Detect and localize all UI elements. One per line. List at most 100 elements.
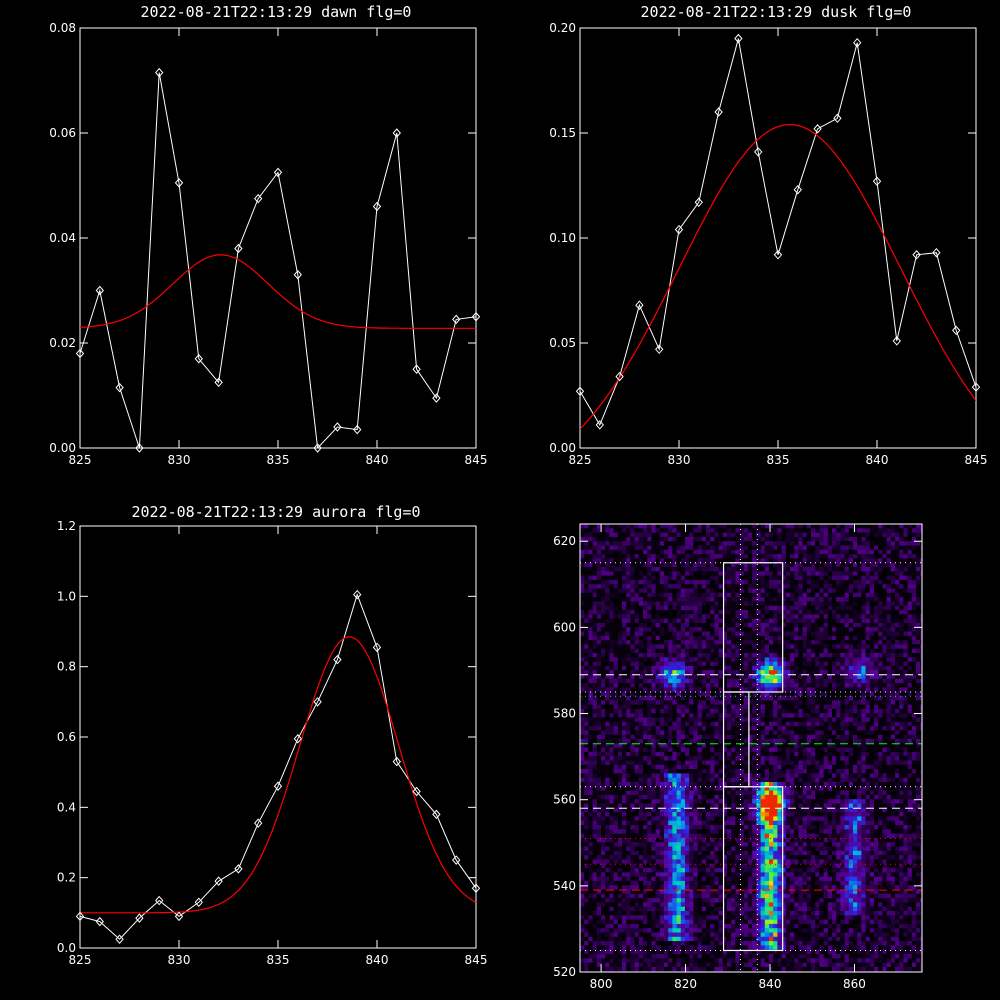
heatmap-cell (714, 562, 719, 568)
heatmap-cell (676, 923, 682, 929)
heatmap-cell (626, 954, 631, 959)
heatmap-cell (752, 941, 757, 946)
heatmap-cell (647, 915, 652, 920)
heatmap-cell (748, 786, 753, 791)
heatmap-cell (718, 760, 724, 766)
heatmap-cell (689, 932, 694, 938)
heatmap-cell (722, 597, 728, 602)
heatmap-cell (760, 588, 766, 594)
heatmap-cell (735, 592, 740, 598)
heatmap-cell (706, 579, 711, 585)
heatmap-cell (689, 571, 694, 576)
heatmap-cell (668, 842, 673, 847)
heatmap-cell (580, 936, 585, 942)
heatmap-cell (676, 876, 682, 882)
heatmap-cell (693, 541, 698, 546)
heatmap-cell (722, 807, 728, 813)
heatmap-cell (655, 941, 661, 946)
heatmap-cell (743, 605, 749, 611)
heatmap-cell (668, 700, 673, 705)
heatmap-cell (718, 962, 724, 968)
heatmap-cell (592, 683, 598, 688)
heatmap-cell (596, 958, 602, 963)
heatmap-cell (743, 885, 749, 890)
heatmap-cell (613, 678, 619, 684)
heatmap-cell (693, 575, 698, 581)
heatmap-cell (592, 855, 598, 860)
heatmap-cell (748, 696, 753, 701)
heatmap-cell (739, 794, 745, 800)
heatmap-cell (769, 820, 774, 826)
heatmap-cell (638, 846, 644, 852)
heatmap-cell (731, 859, 736, 864)
heatmap-cell (680, 554, 686, 559)
heatmap-cell (739, 880, 745, 886)
heatmap-cell (748, 764, 753, 770)
heatmap-cell (735, 567, 740, 572)
heatmap-cell (714, 855, 719, 860)
heatmap-cell (630, 545, 635, 551)
heatmap-cell (668, 902, 673, 907)
heatmap-cell (689, 923, 694, 929)
heatmap-cell (722, 764, 728, 770)
heatmap-cell (588, 799, 593, 804)
heatmap-cell (668, 726, 673, 731)
heatmap-cell (617, 932, 623, 938)
heatmap-cell (752, 614, 757, 619)
heatmap-cell (676, 893, 682, 899)
heatmap-cell (676, 837, 682, 843)
heatmap-cell (769, 644, 774, 649)
heatmap-cell (735, 734, 740, 740)
heatmap-cell (769, 661, 774, 667)
heatmap-cell (638, 721, 644, 727)
heatmap-cell (760, 859, 766, 864)
heatmap-cell (706, 734, 711, 740)
dusk-data-point (615, 371, 624, 382)
heatmap-cell (689, 825, 694, 830)
aurora-xtick-label: 840 (366, 953, 389, 967)
heatmap-cell (769, 622, 774, 628)
heatmap-cell (664, 769, 669, 774)
heatmap-cell (739, 713, 745, 718)
heatmap-cell (752, 726, 757, 731)
heatmap-cell (714, 928, 719, 933)
heatmap-cell (676, 554, 682, 559)
heatmap-cell (664, 730, 669, 735)
heatmap-cell (743, 704, 749, 710)
heatmap-cell (672, 554, 677, 559)
heatmap-cell (647, 708, 652, 714)
heatmap-cell (664, 756, 669, 761)
heatmap-cell (601, 760, 606, 766)
heatmap-cell (710, 536, 715, 542)
heatmap-cell (769, 747, 774, 753)
heatmap-cell (601, 936, 606, 942)
heatmap-cell (710, 605, 715, 611)
heatmap-cell (769, 597, 774, 602)
heatmap-cell (613, 743, 619, 748)
heatmap-cell (756, 816, 761, 821)
heatmap-cell (605, 872, 610, 877)
heatmap-cell (605, 747, 610, 753)
heatmap-cell (659, 923, 665, 929)
heatmap-cell (647, 816, 652, 821)
heatmap-cell (668, 717, 673, 723)
heatmap-cell (680, 575, 686, 581)
heatmap-cell (622, 601, 627, 606)
heatmap-cell (617, 579, 623, 585)
heatmap-cell (588, 571, 593, 576)
heatmap-cell (617, 885, 623, 890)
heatmap-cell (764, 803, 770, 809)
heatmap-cell (764, 941, 770, 946)
heatmap-cell (680, 915, 686, 920)
heatmap-cell (588, 721, 593, 727)
heatmap-cell (609, 825, 614, 830)
heatmap-cell (718, 644, 724, 649)
dusk-data-point (853, 37, 862, 48)
heatmap-cell (735, 747, 740, 753)
heatmap-cell (739, 528, 745, 533)
heatmap-cell (701, 708, 707, 714)
heatmap-cell (685, 885, 690, 890)
heatmap-cell (714, 859, 719, 864)
heatmap-cell (731, 919, 736, 925)
heatmap-cell (588, 536, 593, 542)
